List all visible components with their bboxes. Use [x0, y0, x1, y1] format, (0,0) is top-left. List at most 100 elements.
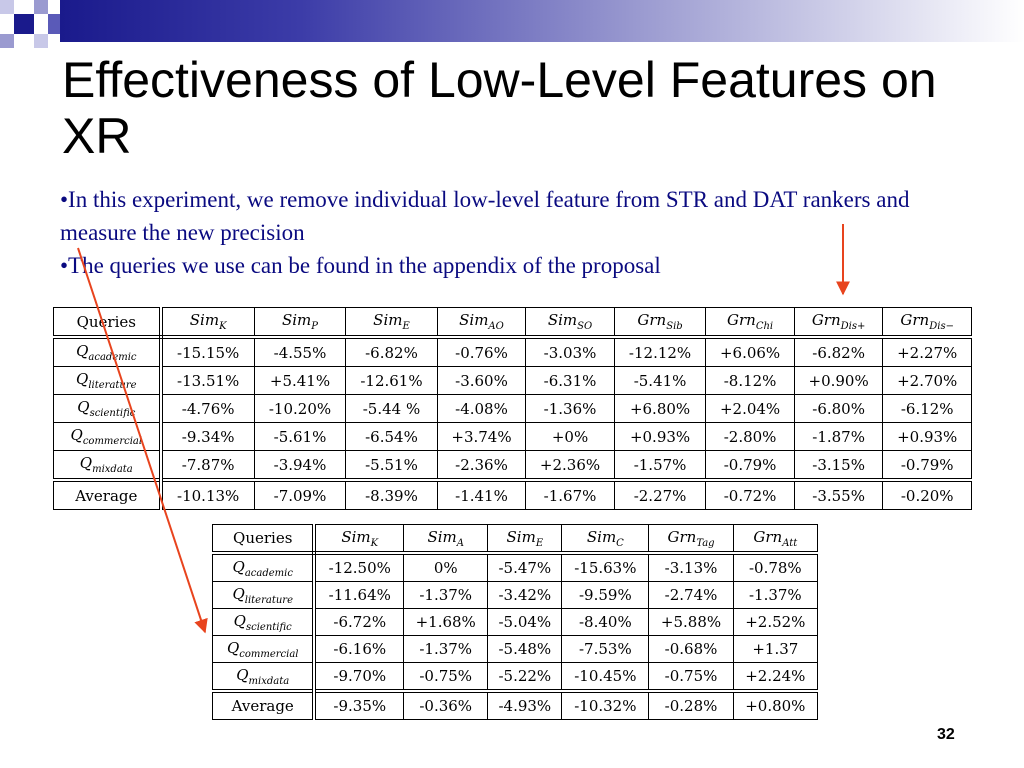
symbol-subscript: academic [88, 352, 137, 363]
symbol-subscript: mixdata [92, 464, 133, 475]
average-value-cell: -7.09% [253, 478, 347, 510]
slide-title: Effectiveness of Low-Level Features on X… [62, 52, 937, 164]
value-cell: +0% [525, 422, 615, 451]
value-cell: -11.64% [313, 581, 405, 609]
symbol-subscript: E [535, 537, 544, 549]
value-cell: -5.22% [487, 662, 563, 692]
average-value-cell: -10.13% [160, 478, 255, 510]
value-cell: +3.74% [436, 422, 527, 451]
page-number: 32 [937, 726, 955, 743]
value-cell: -8.40% [561, 608, 650, 636]
value-cell: -4.76% [160, 394, 255, 423]
header-cell-feature: SimK [160, 307, 255, 339]
average-row: Average -9.35% -0.36% -4.93% -10.32% -0.28% +0… [212, 689, 819, 720]
symbol-subscript: Dis− [929, 321, 954, 332]
symbol-subscript: Chi [755, 321, 774, 332]
value-cell: -0.75% [403, 662, 489, 692]
table-header-row: Queries SimK SimP SimE SimAO SimSO GrnSib GrnCh… [52, 307, 972, 339]
value-cell: -9.70% [313, 662, 405, 692]
symbol-base: Sim [459, 311, 489, 329]
symbol-base: Sim [547, 311, 578, 329]
symbol-base: Q [76, 370, 89, 388]
symbol-base: Q [232, 557, 245, 576]
value-cell: -3.03% [525, 336, 615, 367]
symbol-subscript: commercial [239, 648, 299, 660]
value-cell: +2.70% [882, 366, 972, 395]
value-cell: +1.37 [732, 635, 819, 663]
value-cell: -6.82% [345, 336, 438, 367]
value-cell: -6.82% [793, 336, 884, 367]
value-cell: 0% [403, 552, 489, 582]
symbol-base: Grn [811, 311, 841, 329]
average-value-cell: -1.67% [525, 478, 615, 510]
symbol-subscript: SO [577, 321, 593, 332]
value-cell: -4.08% [436, 394, 527, 423]
value-cell: -12.12% [613, 336, 707, 367]
value-cell: +5.88% [648, 608, 734, 636]
symbol-subscript: Dis+ [840, 321, 866, 332]
value-cell: -5.44 % [345, 394, 438, 423]
value-cell: +6.06% [705, 336, 795, 367]
table-row: Qliterature -11.64% -1.37% -3.42% -9.59% -2.7… [212, 581, 819, 609]
dat-feature-table: Queries SimK SimA SimE SimC GrnTag GrnAtt Qaca… [212, 524, 819, 720]
average-value-cell: -4.93% [487, 689, 563, 720]
value-cell: -3.94% [253, 450, 347, 481]
average-value-cell: -0.28% [648, 689, 734, 720]
average-value-cell: -8.39% [345, 478, 438, 510]
symbol-subscript: Sib [666, 321, 683, 332]
value-cell: -1.87% [793, 422, 884, 451]
symbol-subscript: literature [244, 594, 293, 606]
value-cell: -3.15% [793, 450, 884, 481]
symbol-base: Grn [637, 311, 667, 329]
table-header-row: Queries SimK SimA SimE SimC GrnTag GrnAtt [212, 524, 819, 555]
header-cell-queries: Queries [212, 524, 317, 555]
symbol-subscript: commercial [82, 436, 143, 447]
value-cell: -9.34% [160, 422, 255, 451]
average-value-cell: -2.27% [613, 478, 707, 510]
symbol-subscript: K [370, 537, 379, 549]
average-value-cell: -10.32% [561, 689, 650, 720]
symbol-base: Q [76, 342, 89, 360]
header-cell-feature: GrnTag [648, 524, 734, 555]
value-cell: -6.72% [313, 608, 405, 636]
query-cell: Qliterature [52, 366, 163, 395]
symbol-subscript: P [311, 321, 318, 332]
header-cell-queries: Queries [52, 307, 163, 339]
value-cell: -5.61% [253, 422, 347, 451]
symbol-subscript: AO [488, 321, 504, 332]
symbol-subscript: literature [88, 380, 137, 391]
corner-decoration [0, 0, 60, 60]
symbol-base: Q [232, 584, 245, 603]
symbol-base: Grn [900, 311, 930, 329]
header-cell-feature: SimA [403, 524, 489, 555]
header-cell-feature: SimE [487, 524, 563, 555]
average-label: Average [52, 478, 163, 510]
symbol-base: Q [70, 426, 83, 444]
value-cell: -6.80% [793, 394, 884, 423]
value-cell: -0.78% [732, 552, 819, 582]
value-cell: -15.15% [160, 336, 255, 367]
symbol-base: Grn [753, 527, 783, 546]
average-value-cell: -0.20% [882, 478, 972, 510]
value-cell: -15.63% [561, 552, 650, 582]
average-value-cell: -9.35% [313, 689, 405, 720]
symbol-base: Q [236, 665, 249, 684]
arrow-to-dat-table [77, 247, 208, 634]
symbol-base: Q [226, 638, 240, 657]
header-cell-feature: SimE [345, 307, 438, 339]
header-cell-feature: SimP [253, 307, 347, 339]
symbol-base: Sim [189, 311, 220, 329]
table-row: Qcommercial -6.16% -1.37% -5.48% -7.53% -0.68… [212, 635, 819, 663]
symbol-base: Sim [427, 527, 457, 546]
symbol-base: Grn [667, 527, 697, 546]
symbol-base: Sim [586, 527, 617, 546]
query-cell: Qliterature [212, 581, 317, 609]
value-cell: -1.37% [403, 581, 489, 609]
value-cell: -10.20% [253, 394, 347, 423]
value-cell: -12.61% [345, 366, 438, 395]
symbol-subscript: K [219, 321, 227, 332]
value-cell: -2.36% [436, 450, 527, 481]
header-cell-feature: SimC [561, 524, 650, 555]
value-cell: -10.45% [561, 662, 650, 692]
